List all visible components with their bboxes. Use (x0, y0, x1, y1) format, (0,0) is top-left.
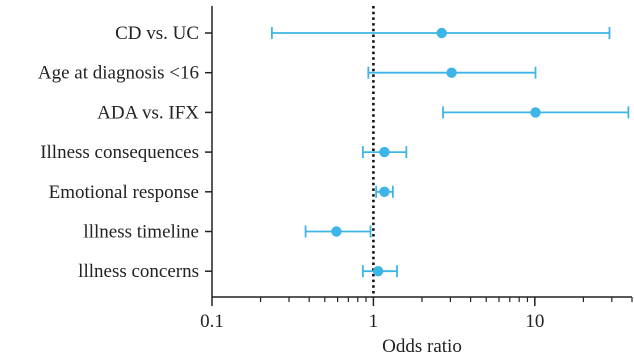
point-estimate (530, 107, 541, 118)
x-tick-label: 1 (369, 311, 379, 332)
x-tick-label: 10 (525, 311, 544, 332)
point-estimate (446, 67, 457, 78)
category-label: Age at diagnosis <16 (38, 63, 199, 84)
y-axis: CD vs. UC Age at diagnosis <16 ADA vs. IFX… (38, 6, 213, 297)
point-estimate (331, 226, 342, 237)
data-marks (270, 27, 630, 278)
category-label: lllness timeline (83, 222, 199, 243)
x-axis-title: Odds ratio (382, 336, 462, 357)
category-label: ADA vs. IFX (97, 102, 199, 123)
category-label: Emotional response (49, 182, 199, 203)
category-label: Illness consequences (40, 142, 199, 163)
point-estimate (372, 266, 384, 277)
category-label: lllness concerns (78, 261, 199, 282)
x-axis: 0.1 1 10 (200, 296, 633, 332)
category-label: CD vs. UC (115, 23, 199, 44)
point-estimate (379, 146, 390, 158)
point-estimate (379, 186, 390, 197)
point-estimate (436, 27, 447, 39)
x-tick-label: 0.1 (200, 311, 224, 332)
